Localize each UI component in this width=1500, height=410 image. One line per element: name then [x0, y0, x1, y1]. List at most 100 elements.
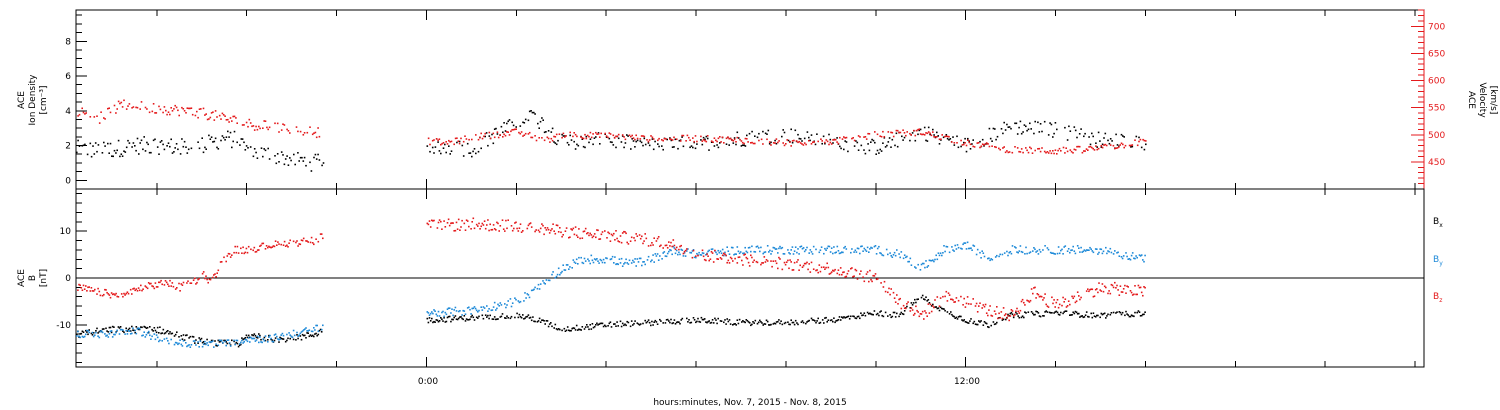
data-point-By	[702, 252, 705, 255]
data-point-velocity	[689, 139, 691, 141]
data-point-Bz	[155, 286, 158, 288]
data-point-Bz	[219, 261, 222, 263]
data-point-velocity	[107, 107, 109, 110]
data-point-Bz	[828, 273, 831, 275]
data-point-Bx	[586, 324, 588, 326]
data-point-By	[1014, 246, 1016, 248]
data-point-density	[429, 150, 431, 153]
data-point-Bz	[1038, 295, 1041, 298]
data-point-velocity	[1120, 142, 1123, 145]
data-point-Bz	[311, 242, 314, 244]
data-point-velocity	[515, 128, 517, 130]
data-point-density	[444, 143, 446, 146]
data-point-Bx	[1064, 310, 1067, 312]
data-point-Bx	[770, 323, 772, 326]
data-point-density	[1047, 134, 1050, 136]
data-point-Bz	[428, 220, 431, 222]
data-point-By	[753, 250, 755, 253]
data-point-density	[506, 122, 508, 125]
data-point-Bx	[256, 337, 259, 339]
data-point-By	[271, 340, 274, 343]
data-point-density	[574, 148, 577, 150]
data-point-density	[287, 164, 290, 166]
data-point-Bz	[834, 268, 836, 271]
data-point-density	[719, 142, 721, 144]
density-tick-label: 4	[65, 107, 71, 117]
data-point-Bz	[1051, 296, 1053, 299]
data-point-By	[526, 293, 529, 295]
data-point-Bx	[1051, 312, 1053, 314]
data-point-By	[431, 311, 433, 313]
data-point-By	[845, 248, 848, 250]
data-point-Bz	[167, 283, 169, 286]
data-point-Bz	[855, 269, 858, 272]
data-point-Bz	[962, 304, 964, 306]
data-point-Bz	[617, 240, 619, 242]
data-point-velocity	[553, 135, 555, 138]
data-point-velocity	[309, 126, 311, 128]
data-point-Bz	[505, 219, 507, 222]
data-point-Bx	[656, 323, 659, 325]
data-point-Bx	[536, 321, 539, 323]
data-point-Bx	[538, 317, 541, 320]
data-point-Bx	[623, 324, 625, 327]
data-point-density	[991, 140, 993, 142]
data-point-density	[313, 156, 315, 159]
data-point-Bx	[596, 322, 598, 325]
data-point-By	[543, 282, 545, 284]
data-point-By	[434, 310, 436, 312]
data-point-By	[181, 345, 184, 347]
data-point-Bx	[518, 313, 521, 316]
data-point-Bz	[278, 243, 280, 245]
data-point-Bx	[696, 320, 698, 323]
data-point-By	[544, 283, 546, 285]
data-point-Bx	[264, 339, 267, 342]
data-point-Bz	[1129, 290, 1132, 292]
data-point-Bx	[516, 312, 518, 315]
data-point-By	[727, 250, 730, 252]
data-point-By	[1081, 251, 1083, 253]
data-point-density	[968, 140, 970, 142]
data-point-By	[757, 247, 760, 249]
data-point-Bx	[662, 322, 664, 324]
data-point-Bx	[673, 319, 676, 321]
data-point-density	[1015, 122, 1018, 125]
data-point-density	[914, 139, 917, 142]
data-point-Bz	[433, 219, 435, 222]
data-point-By	[292, 329, 295, 332]
data-point-Bx	[268, 334, 270, 337]
data-point-Bx	[1054, 311, 1056, 313]
data-point-By	[481, 309, 484, 311]
data-point-velocity	[964, 142, 966, 144]
data-point-velocity	[103, 117, 105, 119]
data-point-density	[882, 142, 884, 144]
data-point-Bz	[850, 267, 852, 270]
data-point-velocity	[1134, 139, 1136, 141]
data-point-By	[772, 246, 775, 249]
data-point-Bz	[556, 224, 559, 227]
data-point-Bz	[575, 234, 578, 237]
data-point-density	[1002, 132, 1004, 135]
data-point-Bx	[236, 342, 239, 345]
data-point-Bx	[815, 321, 817, 324]
data-point-Bx	[171, 332, 174, 335]
data-point-density	[111, 155, 113, 157]
data-point-density	[847, 150, 849, 153]
data-point-Bz	[638, 234, 641, 236]
data-point-Bz	[123, 292, 125, 295]
data-point-density	[162, 143, 164, 146]
data-point-density	[674, 138, 677, 141]
data-point-Bz	[741, 259, 743, 262]
data-point-Bz	[211, 276, 214, 279]
data-point-density	[138, 153, 140, 155]
data-point-Bz	[283, 240, 286, 243]
data-point-Bx	[477, 317, 479, 319]
data-point-By	[254, 340, 257, 342]
data-point-density	[473, 148, 476, 150]
data-point-By	[132, 327, 134, 330]
data-point-By	[280, 334, 282, 336]
data-point-velocity	[624, 138, 627, 141]
data-point-Bz	[669, 245, 671, 247]
data-point-By	[260, 341, 262, 343]
